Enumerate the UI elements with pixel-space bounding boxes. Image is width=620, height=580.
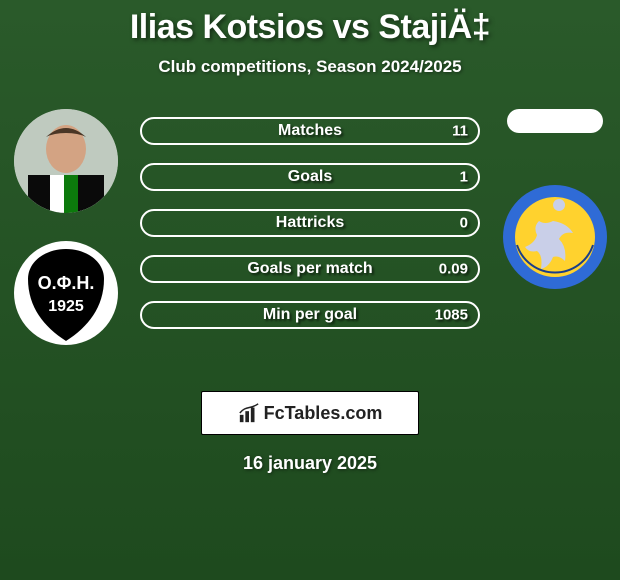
stat-value: 11: [452, 123, 468, 140]
season-subtitle: Club competitions, Season 2024/2025: [0, 57, 620, 77]
stat-label: Hattricks: [276, 214, 344, 232]
stat-row-goals: Goals 1: [140, 163, 480, 191]
stat-value: 1: [460, 169, 468, 186]
bars-icon: [238, 402, 260, 424]
stat-value: 0.09: [439, 261, 468, 278]
left-club-text: Ο.Φ.Η.: [37, 273, 94, 293]
stat-row-min-per-goal: Min per goal 1085: [140, 301, 480, 329]
stat-row-hattricks: Hattricks 0: [140, 209, 480, 237]
stat-label: Min per goal: [263, 306, 357, 324]
snapshot-date: 16 january 2025: [0, 453, 620, 474]
page-title: Ilias Kotsios vs StajiÄ‡: [0, 0, 620, 47]
stat-row-matches: Matches 11: [140, 117, 480, 145]
stat-label: Goals per match: [247, 260, 372, 278]
stat-label: Goals: [288, 168, 332, 186]
stat-value: 0: [460, 215, 468, 232]
brand-text: FcTables.com: [264, 403, 383, 424]
right-player-placeholder: [507, 109, 603, 133]
left-player-photo: [14, 109, 118, 213]
comparison-panel: Ο.Φ.Η. 1925 Matches 11 Goals 1: [0, 109, 620, 379]
stat-bars: Matches 11 Goals 1 Hattricks 0 Goals per…: [140, 117, 480, 347]
stat-row-goals-per-match: Goals per match 0.09: [140, 255, 480, 283]
stat-value: 1085: [435, 307, 468, 324]
brand-badge: FcTables.com: [201, 391, 419, 435]
right-club-badge: [503, 185, 607, 289]
brand-logo: FcTables.com: [238, 402, 383, 424]
stat-label: Matches: [278, 122, 342, 140]
right-player-column: [497, 109, 612, 289]
left-club-badge: Ο.Φ.Η. 1925: [14, 241, 118, 345]
left-club-year: 1925: [48, 298, 84, 315]
left-player-column: Ο.Φ.Η. 1925: [8, 109, 123, 345]
